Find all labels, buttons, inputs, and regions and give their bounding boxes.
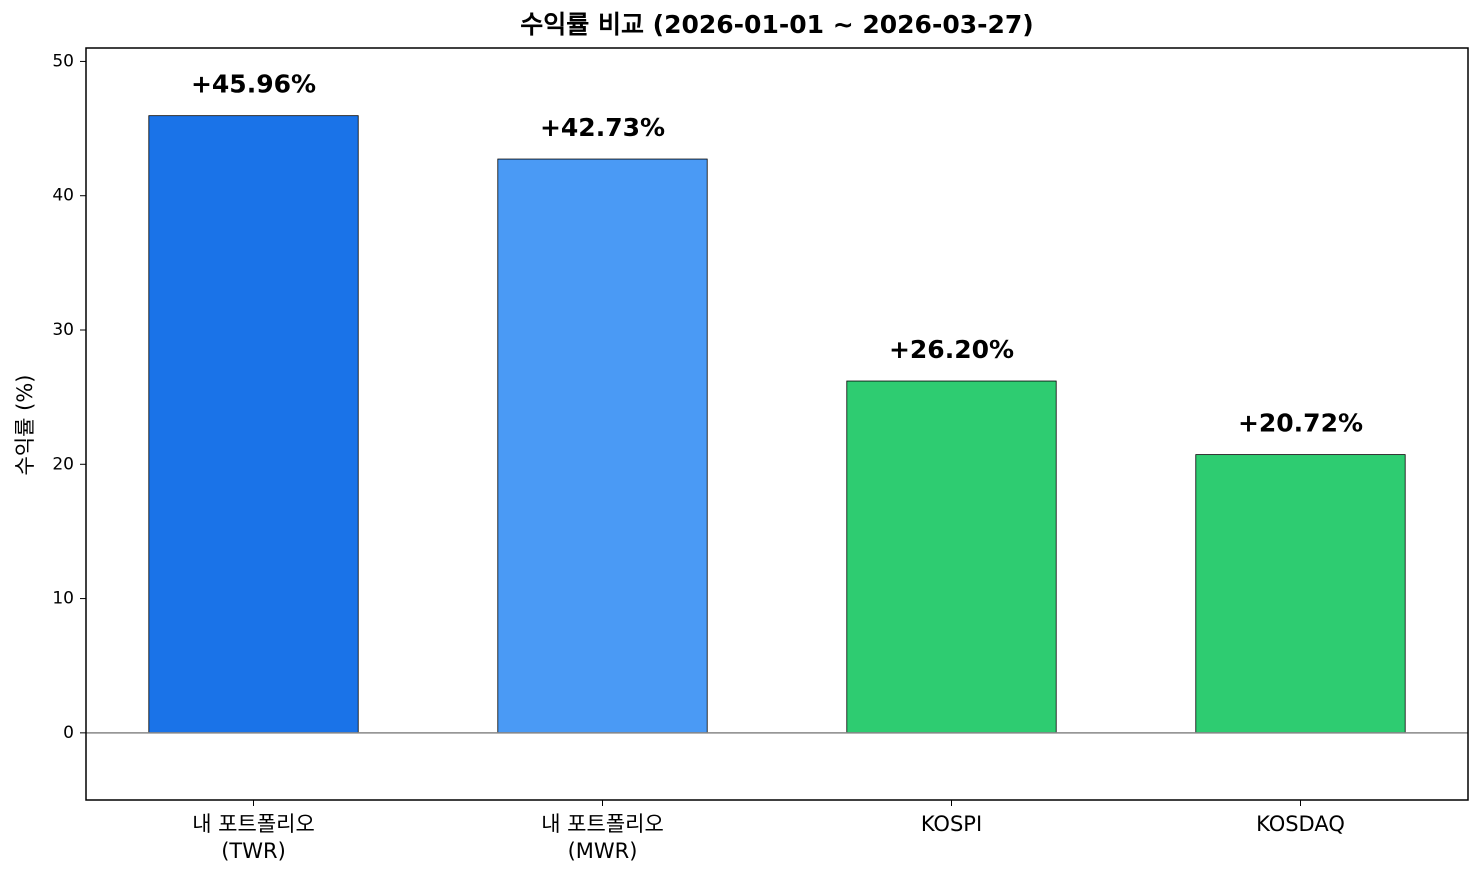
bar (846, 380, 1057, 734)
value-label: +45.96% (191, 70, 316, 99)
value-label: +26.20% (889, 335, 1014, 364)
value-label: +20.72% (1238, 409, 1363, 438)
bar (1195, 454, 1406, 734)
y-tick-label: 10 (52, 589, 74, 609)
y-tick-label: 50 (52, 51, 74, 71)
x-tick-label: KOSDAQ (1256, 812, 1345, 836)
value-label: +42.73% (540, 113, 665, 142)
y-axis-label: 수익률 (%) (13, 375, 37, 476)
y-tick-label: 40 (52, 186, 74, 206)
y-tick-label: 20 (52, 454, 74, 474)
y-tick-label: 30 (52, 320, 74, 340)
x-tick-label: 내 포트폴리오 (TWR) (192, 812, 315, 863)
chart-title: 수익률 비교 (2026-01-01 ~ 2026-03-27) (520, 10, 1033, 39)
bar (497, 158, 708, 734)
plot-frame (85, 47, 1469, 801)
bar (148, 115, 359, 734)
y-tick-label: 0 (63, 723, 74, 743)
x-tick-label: KOSPI (920, 812, 983, 836)
x-tick-label: 내 포트폴리오 (MWR) (541, 812, 664, 863)
